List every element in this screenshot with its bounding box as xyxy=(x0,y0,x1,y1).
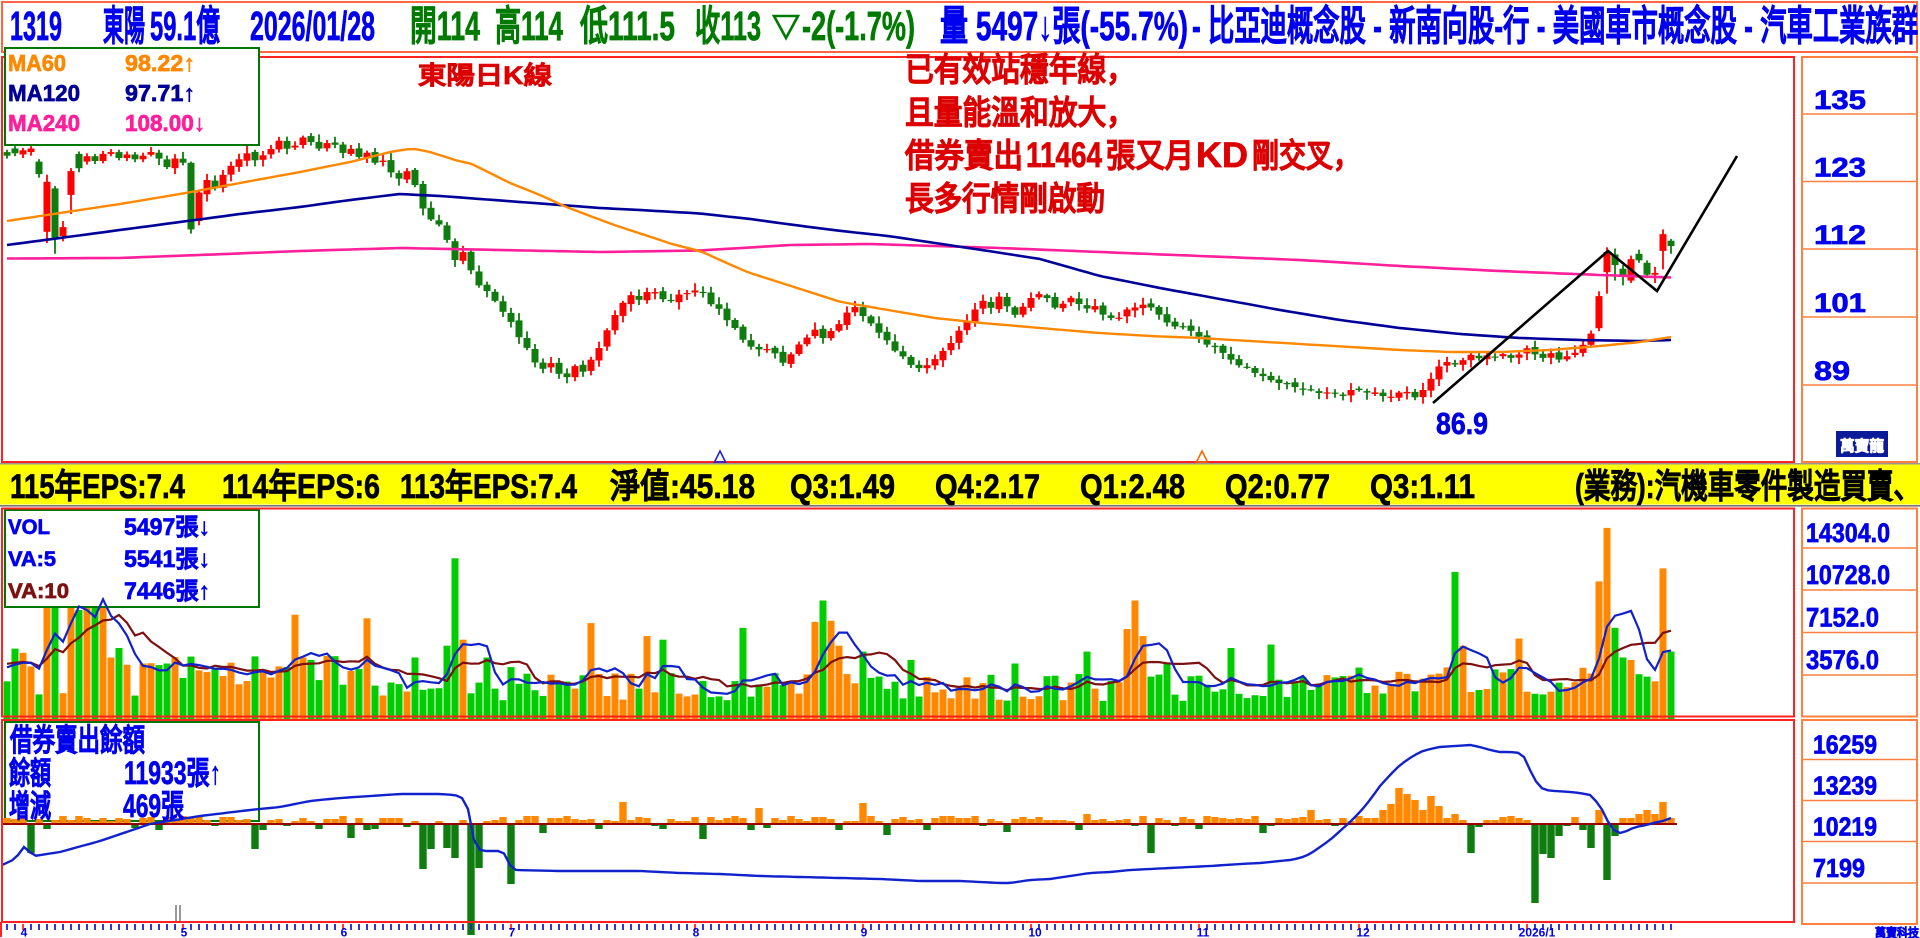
svg-text:59.1億: 59.1億 xyxy=(150,3,220,49)
svg-text:11: 11 xyxy=(1197,926,1210,938)
svg-text:萬寶科技: 萬寶科技 xyxy=(1875,925,1920,938)
svg-text:MA60: MA60 xyxy=(8,50,66,76)
svg-text:123: 123 xyxy=(1814,153,1866,183)
svg-text:Q3:1.11: Q3:1.11 xyxy=(1370,468,1475,506)
svg-text:東陽日K線: 東陽日K線 xyxy=(418,61,552,90)
svg-text:469張: 469張 xyxy=(123,788,184,824)
svg-text:97.71↑: 97.71↑ xyxy=(125,80,195,106)
svg-text:剛交叉，: 剛交叉， xyxy=(1252,137,1360,174)
svg-text:86.9: 86.9 xyxy=(1436,406,1488,441)
svg-text:KD: KD xyxy=(1196,136,1248,175)
svg-text:89: 89 xyxy=(1814,356,1850,386)
svg-text:Q3:1.49: Q3:1.49 xyxy=(790,468,895,506)
svg-text:2026/01/28: 2026/01/28 xyxy=(250,3,375,49)
svg-text:VOL: VOL xyxy=(8,516,50,539)
svg-text:- 比亞迪概念股 - 新南向股-行 - 美國車市概念股 -: - 比亞迪概念股 - 新南向股-行 - 美國車市概念股 - 汽車工業族群 xyxy=(1192,3,1918,49)
svg-text:11933張↑: 11933張↑ xyxy=(124,755,221,791)
svg-text:長多行情剛啟動: 長多行情剛啟動 xyxy=(905,180,1105,217)
svg-text:4: 4 xyxy=(21,926,28,938)
svg-text:餘額: 餘額 xyxy=(9,756,51,791)
svg-text:借券賣出餘額: 借券賣出餘額 xyxy=(9,723,145,758)
svg-text:Q2:0.77: Q2:0.77 xyxy=(1225,468,1330,506)
svg-text:VA:10: VA:10 xyxy=(8,580,69,603)
svg-text:9: 9 xyxy=(861,926,868,938)
svg-text:VA:5: VA:5 xyxy=(8,548,56,571)
svg-text:高114: 高114 xyxy=(495,3,563,49)
svg-text:-2(-1.7%): -2(-1.7%) xyxy=(802,3,915,49)
svg-text:5: 5 xyxy=(181,926,188,938)
svg-text:115年EPS:7.4: 115年EPS:7.4 xyxy=(10,468,185,506)
svg-text:3576.0: 3576.0 xyxy=(1806,645,1879,675)
svg-text:98.22↑: 98.22↑ xyxy=(125,50,195,76)
svg-text:11464: 11464 xyxy=(1026,136,1102,175)
svg-text:7: 7 xyxy=(509,926,516,938)
svg-text:114年EPS:6: 114年EPS:6 xyxy=(222,468,380,506)
svg-text:MA120: MA120 xyxy=(8,80,80,106)
svg-text:淨值:45.18: 淨值:45.18 xyxy=(610,468,755,506)
svg-text:6: 6 xyxy=(341,926,348,938)
svg-text:1319: 1319 xyxy=(10,3,62,49)
svg-text:10219: 10219 xyxy=(1813,812,1877,842)
svg-text:張又月: 張又月 xyxy=(1106,137,1194,174)
svg-text:16259: 16259 xyxy=(1813,730,1877,760)
svg-text:7446張↑: 7446張↑ xyxy=(124,578,210,605)
svg-text:135: 135 xyxy=(1814,85,1866,115)
svg-text:112: 112 xyxy=(1814,220,1866,250)
svg-text:7152.0: 7152.0 xyxy=(1806,603,1879,633)
svg-text:東陽: 東陽 xyxy=(103,3,145,49)
svg-text:Q1:2.48: Q1:2.48 xyxy=(1080,468,1185,506)
svg-text:10: 10 xyxy=(1028,926,1042,938)
svg-text:12: 12 xyxy=(1356,926,1370,938)
svg-text:量 5497↓張(-55.7%): 量 5497↓張(-55.7%) xyxy=(940,3,1188,49)
svg-text:14304.0: 14304.0 xyxy=(1806,518,1890,548)
svg-text:收113: 收113 xyxy=(695,3,761,49)
svg-text:借券賣出: 借券賣出 xyxy=(904,137,1023,174)
svg-text:萬寶龍: 萬寶龍 xyxy=(1840,437,1884,455)
svg-text:開114: 開114 xyxy=(410,3,480,49)
svg-text:MA240: MA240 xyxy=(8,110,80,136)
svg-text:5497張↓: 5497張↓ xyxy=(124,514,210,541)
svg-text:已有效站穩年線，: 已有效站穩年線， xyxy=(905,51,1135,88)
svg-text:101: 101 xyxy=(1814,288,1866,318)
svg-text:108.00↓: 108.00↓ xyxy=(125,110,205,136)
svg-text:(業務):汽機車零件製造買賣、: (業務):汽機車零件製造買賣、 xyxy=(1575,468,1920,506)
svg-text:7199: 7199 xyxy=(1813,853,1865,883)
svg-text:且量能溫和放大，: 且量能溫和放大， xyxy=(905,94,1135,131)
svg-text:增減: 增減 xyxy=(9,789,51,824)
svg-text:2026/1: 2026/1 xyxy=(1519,926,1556,938)
svg-text:低111.5: 低111.5 xyxy=(580,3,675,49)
svg-text:113年EPS:7.4: 113年EPS:7.4 xyxy=(400,468,577,506)
svg-text:10728.0: 10728.0 xyxy=(1806,560,1890,590)
svg-text:5541張↓: 5541張↓ xyxy=(124,546,210,573)
svg-text:8: 8 xyxy=(693,926,700,938)
svg-text:Q4:2.17: Q4:2.17 xyxy=(935,468,1040,506)
svg-text:13239: 13239 xyxy=(1813,771,1877,801)
